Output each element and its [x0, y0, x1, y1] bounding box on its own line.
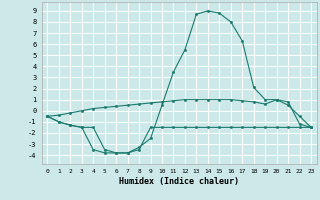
X-axis label: Humidex (Indice chaleur): Humidex (Indice chaleur) [119, 177, 239, 186]
